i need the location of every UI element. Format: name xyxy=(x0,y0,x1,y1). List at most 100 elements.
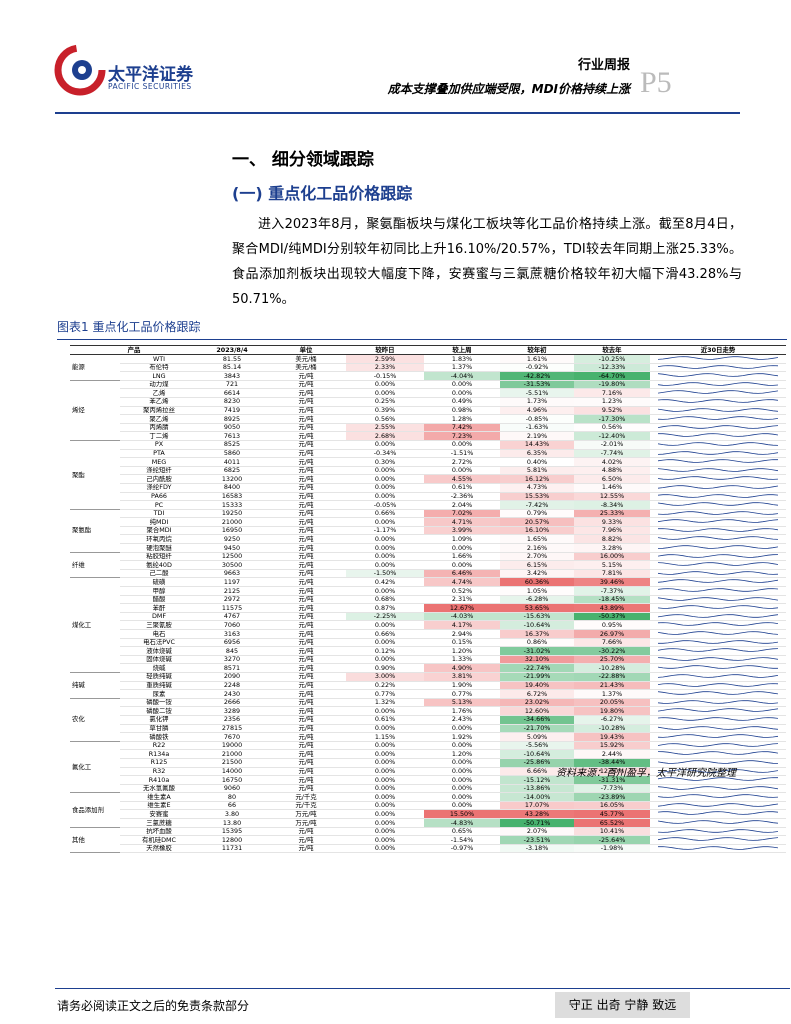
sparkline xyxy=(657,510,779,515)
cell: 23.02% xyxy=(500,698,574,708)
cell: 元/吨 xyxy=(266,397,346,407)
sparkline xyxy=(657,751,779,756)
cell: 1.15% xyxy=(346,732,424,742)
trend-cell xyxy=(650,423,786,433)
cell: 涤纶短纤 xyxy=(120,466,198,476)
cell: 元/吨 xyxy=(266,603,346,613)
table-row: PC 15333 元/吨 -0.05% 2.04% -7.42% -8.34% xyxy=(70,500,786,510)
cell: 2430 xyxy=(198,689,266,699)
cell: 0.00% xyxy=(346,492,424,502)
sparkline xyxy=(658,433,779,438)
cell: 0.00% xyxy=(424,758,500,768)
table-row: 固体烧碱 3270 元/吨 0.00% 1.33% 32.10% 25.70% xyxy=(70,655,786,665)
cell: 16583 xyxy=(198,492,266,502)
cell: 3843 xyxy=(198,371,266,381)
cell: 3.80 xyxy=(198,809,266,820)
cell: 有机硅DMC xyxy=(120,835,198,845)
sparkline-path xyxy=(657,605,779,610)
cell: 0.00% xyxy=(346,818,424,828)
cell: 0.00% xyxy=(346,638,424,648)
table-row: 尿素 2430 元/吨 0.77% 0.77% 6.72% 1.37% xyxy=(70,689,786,699)
sparkline-path xyxy=(657,459,779,463)
trend-cell xyxy=(650,827,786,837)
cell: 21500 xyxy=(198,758,266,768)
cell: R134a xyxy=(120,749,198,759)
cell: 苯乙烯 xyxy=(120,397,198,407)
trend-cell xyxy=(650,689,786,699)
table-row: 己二酸 9663 元/吨 -1.50% 6.46% 3.42% 7.81% xyxy=(70,569,786,579)
cell: 1.20% xyxy=(424,749,500,759)
cell: 0.68% xyxy=(346,595,424,605)
sparkline xyxy=(657,485,779,489)
cell: 0.00% xyxy=(424,775,500,785)
sparkline xyxy=(657,459,779,463)
cell: 2356 xyxy=(198,715,266,725)
cell: 16.37% xyxy=(500,629,574,639)
cell: 20.05% xyxy=(574,698,650,708)
cell: 19000 xyxy=(198,741,266,751)
cell: 元/吨 xyxy=(266,706,346,716)
sparkline-path xyxy=(657,467,779,472)
sparkline xyxy=(657,656,779,661)
group-cell: 其他 xyxy=(70,827,120,854)
sparkline xyxy=(657,424,779,429)
trend-cell xyxy=(650,474,786,484)
sparkline-path xyxy=(657,373,779,377)
table-row: PTA 5860 元/吨 -0.34% -1.51% 6.35% -7.74% xyxy=(70,449,786,459)
cell: 1.32% xyxy=(346,698,424,708)
cell: 0.00% xyxy=(424,466,500,476)
cell: 43.28% xyxy=(500,809,574,820)
cell: 1.05% xyxy=(500,586,574,596)
cell: 涤纶FDY xyxy=(120,483,198,493)
sparkline xyxy=(657,742,779,747)
cell: 16950 xyxy=(198,526,266,536)
cell: 1.46% xyxy=(574,483,650,493)
cell: 轻质纯碱 xyxy=(120,672,198,682)
table-row: 甲醇 2125 元/吨 0.00% 0.52% 1.05% -7.37% xyxy=(70,586,786,596)
cell: 15395 xyxy=(198,827,266,837)
table-row: 氟化工 R22 19000 元/吨 0.00% 0.00% -5.56% 15.92% xyxy=(70,741,786,794)
cell: -12.40% xyxy=(574,431,650,441)
sparkline xyxy=(657,846,779,850)
sparkline-path xyxy=(657,356,779,360)
trend-cell xyxy=(650,534,786,545)
cell: 1.61% xyxy=(500,354,574,364)
cell: 14.43% xyxy=(500,440,574,450)
cell: -21.70% xyxy=(500,724,574,734)
trend-cell xyxy=(650,560,786,570)
sparkline-path xyxy=(657,442,779,446)
cell: 聚合MDI xyxy=(120,526,198,536)
sparkline-path xyxy=(657,450,779,455)
cell: 17.07% xyxy=(500,801,574,811)
cell: 1.90% xyxy=(424,681,500,691)
trend-cell xyxy=(650,457,786,467)
cell: 草甘膦 xyxy=(120,724,198,734)
cell: DMF xyxy=(120,612,198,622)
cell: 9250 xyxy=(198,534,266,545)
sparkline-path xyxy=(657,588,779,592)
cell: 3.81% xyxy=(424,672,500,682)
cell: 0.56% xyxy=(346,414,424,424)
footer-rule xyxy=(55,988,790,989)
group-cell: 聚酯 xyxy=(70,440,120,510)
sparkline-path xyxy=(657,682,779,687)
cell: -14.00% xyxy=(500,792,574,802)
table-row: 重质纯碱 2248 元/吨 0.22% 1.90% 19.40% 21.43% xyxy=(70,681,786,691)
sparkline xyxy=(657,768,779,773)
cell: 磷酸铁 xyxy=(120,732,198,742)
cell: 81.55 xyxy=(198,354,266,364)
cell: 1.23% xyxy=(574,397,650,407)
group-cell: 煤化工 xyxy=(70,577,120,673)
cell: 0.00% xyxy=(346,586,424,596)
cell: -8.34% xyxy=(574,500,650,510)
sparkline xyxy=(657,699,779,704)
sparkline-path xyxy=(657,734,779,738)
cell: 2.44% xyxy=(574,749,650,759)
cell: 元/吨 xyxy=(266,406,346,416)
cell: 0.00% xyxy=(424,741,500,751)
cell: 5.09% xyxy=(500,732,574,742)
sparkline-path xyxy=(657,571,779,575)
cell: 2.70% xyxy=(500,552,574,562)
cell: 0.00% xyxy=(424,792,500,802)
sparkline xyxy=(657,356,779,360)
